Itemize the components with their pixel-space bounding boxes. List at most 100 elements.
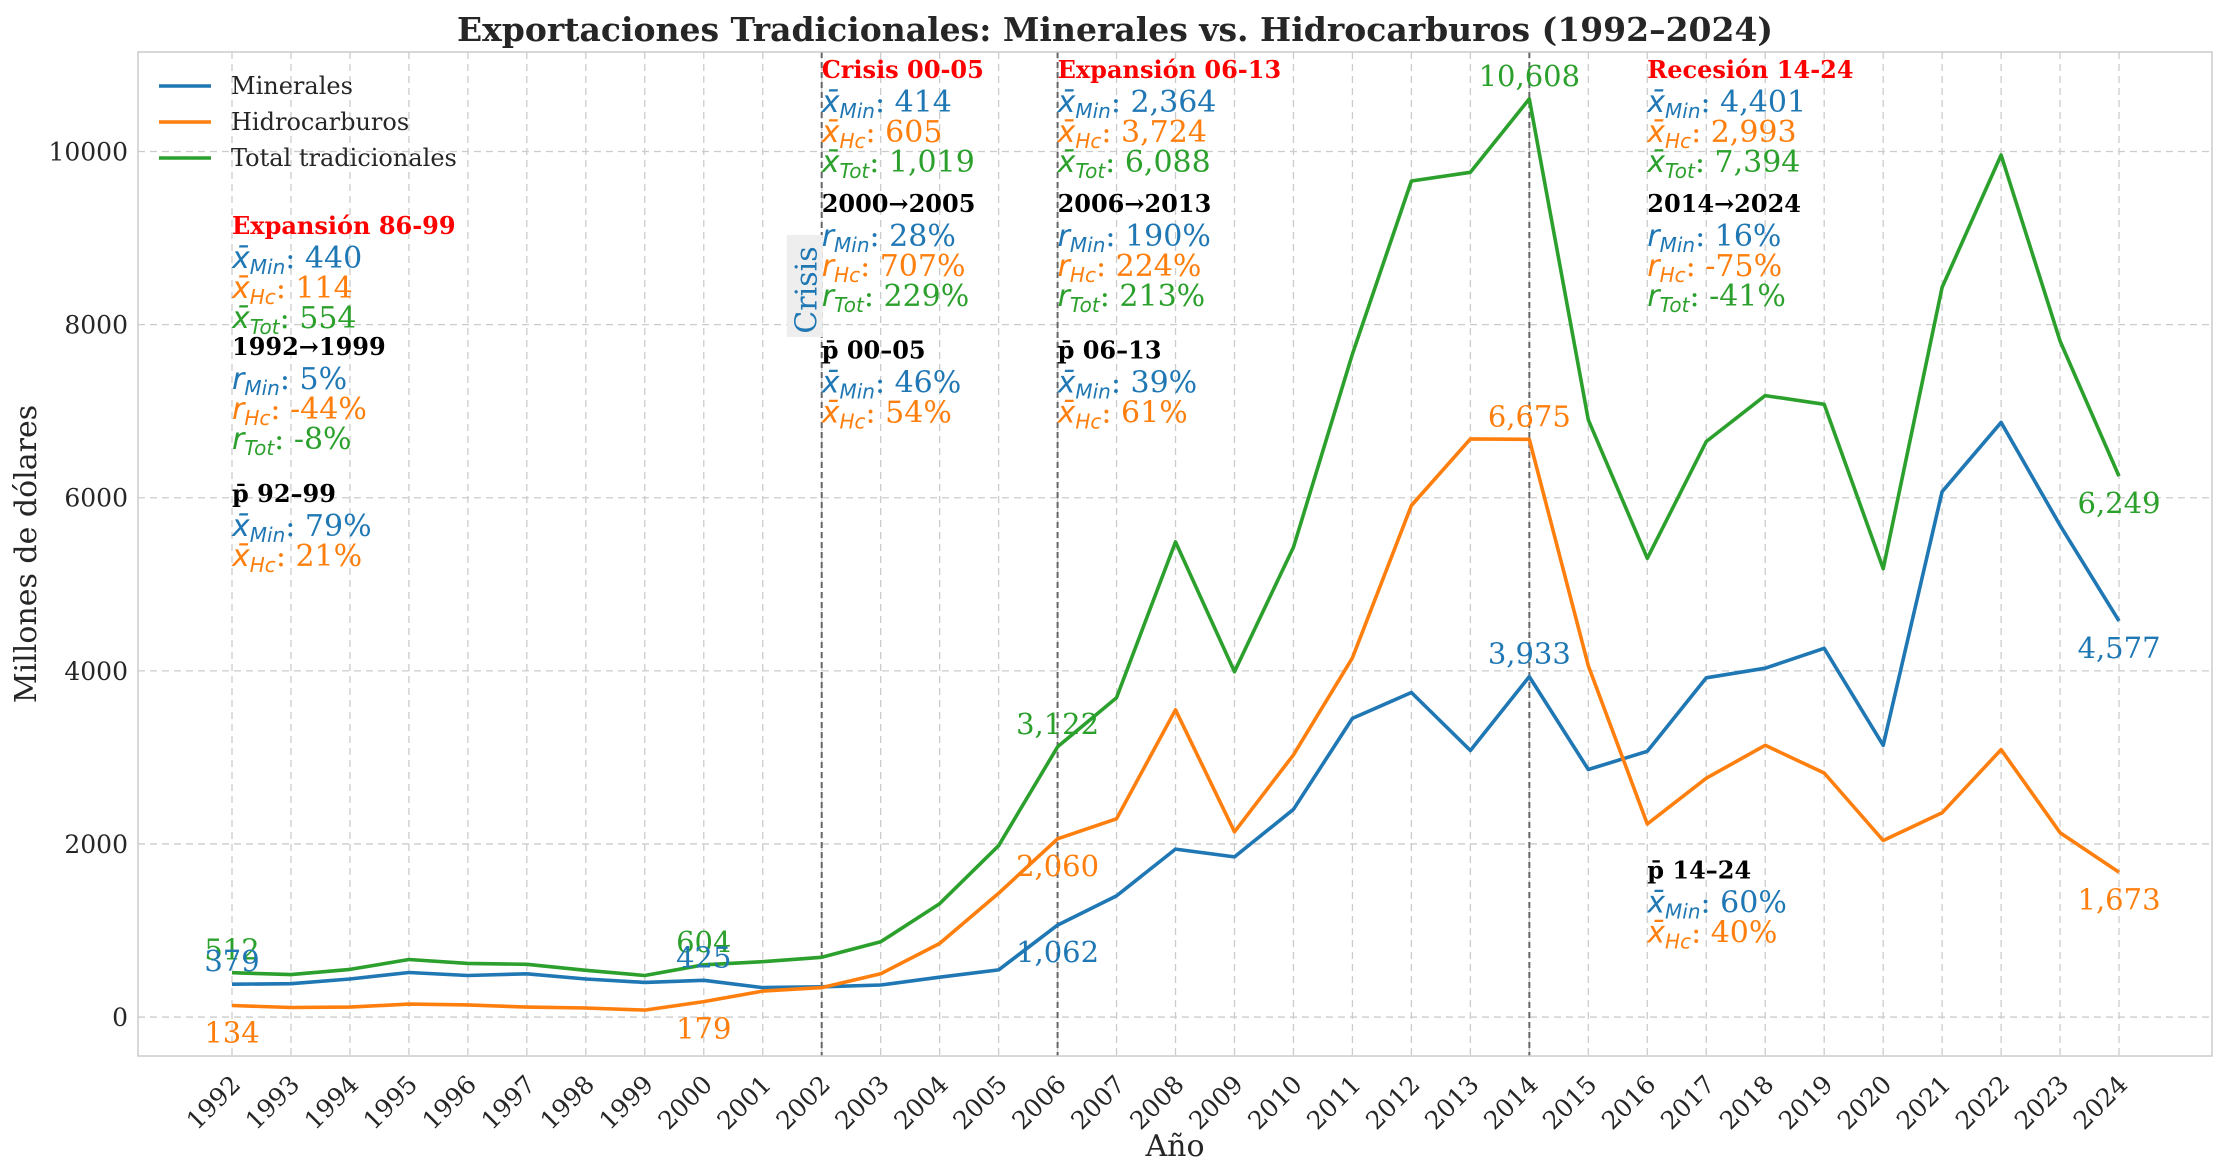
y-tick-label: 6000: [64, 484, 128, 513]
period-mean-stat: x̄Tot: 554: [231, 301, 357, 339]
legend-entry: Total tradicionales: [231, 144, 457, 172]
period-growth-stat: rTot: 213%: [1058, 279, 1206, 317]
plot-frame: [137, 51, 2213, 1057]
x-axis-ticks: 1992199319941995199619971998199920002001…: [181, 1070, 2134, 1135]
period-growth-stat: rTot: 229%: [822, 279, 970, 317]
period-share-stat: x̄Hc: 54%: [821, 395, 952, 433]
period-share-stat: x̄Min: 39%: [1057, 365, 1198, 403]
x-tick-label: 2011: [1301, 1070, 1366, 1135]
x-tick-label: 2009: [1183, 1070, 1248, 1135]
y-tick-label: 8000: [64, 311, 128, 340]
period-mean-heading: Expansión 06-13: [1058, 55, 1282, 84]
period-mean-stat: x̄Hc: 114: [231, 271, 353, 309]
period-mean-stat: x̄Tot: 6,088: [1057, 145, 1211, 183]
x-tick-label: 2004: [888, 1070, 953, 1135]
period-mean-heading: Crisis 00-05: [822, 55, 984, 84]
y-axis-label: Millones de dólares: [9, 405, 44, 703]
data-label: 3,122: [1016, 707, 1099, 741]
period-growth-stat: rHc: -75%: [1647, 249, 1782, 287]
period-growth-stat: rMin: 190%: [1058, 219, 1211, 257]
x-tick-label: 2012: [1360, 1070, 1425, 1135]
x-tick-label: 1994: [299, 1070, 364, 1135]
period-growth-heading: 1992→1999: [232, 332, 386, 361]
period-mean-stat: x̄Min: 414: [821, 85, 952, 123]
period-share-heading: p̄ 92–99: [232, 479, 336, 508]
period-mean-stat: x̄Tot: 1,019: [821, 145, 975, 183]
x-tick-label: 1992: [181, 1070, 246, 1135]
x-tick-label: 1996: [417, 1070, 482, 1135]
x-tick-label: 2021: [1891, 1070, 1956, 1135]
data-label: 134: [204, 1015, 259, 1049]
x-tick-label: 2015: [1537, 1070, 1602, 1135]
period-share-stat: x̄Min: 79%: [231, 509, 372, 547]
data-label: 179: [676, 1012, 731, 1046]
period-share-heading: p̄ 00–05: [822, 335, 926, 364]
x-tick-label: 2010: [1242, 1070, 1307, 1135]
x-tick-label: 2005: [947, 1070, 1012, 1135]
legend-entry: Hidrocarburos: [231, 108, 409, 136]
period-share-stat: x̄Hc: 21%: [231, 539, 362, 577]
legend: Minerales Hidrocarburos Total tradicionale…: [159, 72, 457, 172]
crisis-side-label-bg: [786, 235, 823, 337]
chart-title: Exportaciones Tradicionales: Minerales v…: [457, 10, 1773, 49]
x-tick-label: 2013: [1419, 1070, 1484, 1135]
period-mean-stat: x̄Min: 440: [231, 241, 362, 279]
grid: [138, 52, 2212, 1056]
period-growth-heading: 2000→2005: [822, 189, 976, 218]
period-mean-heading: Expansión 86-99: [232, 211, 456, 240]
y-tick-label: 10000: [48, 138, 128, 167]
data-label: 1,673: [2078, 882, 2161, 916]
period-growth-heading: 2006→2013: [1058, 189, 1212, 218]
x-tick-label: 2000: [653, 1070, 718, 1135]
period-mean-stat: x̄Hc: 3,724: [1057, 115, 1207, 153]
period-growth-stat: rHc: 224%: [1058, 249, 1202, 287]
data-label: 10,608: [1479, 59, 1580, 93]
period-share-heading: p̄ 06–13: [1058, 335, 1162, 364]
period-share-stat: x̄Min: 60%: [1646, 886, 1787, 924]
period-growth-stat: rHc: 707%: [822, 249, 966, 287]
period-growth-stat: rTot: -8%: [232, 422, 352, 460]
x-tick-label: 1998: [535, 1070, 600, 1135]
data-label: 6,675: [1488, 399, 1571, 433]
period-mean-stat: x̄Hc: 605: [821, 115, 943, 153]
period-mean-stat: x̄Hc: 2,993: [1646, 115, 1796, 153]
x-tick-label: 2002: [770, 1070, 835, 1135]
x-tick-label: 2019: [1773, 1070, 1838, 1135]
period-growth-stat: rMin: 5%: [232, 362, 347, 400]
x-tick-label: 2020: [1832, 1070, 1897, 1135]
period-growth-heading: 2014→2024: [1647, 189, 1801, 218]
x-tick-label: 1993: [240, 1070, 305, 1135]
x-tick-label: 2007: [1065, 1070, 1130, 1135]
data-label: 379: [204, 944, 259, 978]
period-mean-heading: Recesión 14-24: [1647, 55, 1853, 84]
y-tick-label: 4000: [64, 657, 128, 686]
data-label: 6,249: [2078, 486, 2161, 520]
period-share-heading: p̄ 14–24: [1647, 856, 1751, 885]
data-label: 604: [676, 925, 731, 959]
crisis-side-label: Crisis: [786, 235, 825, 337]
y-axis-ticks: 0 2000 4000 6000 8000 10000: [48, 138, 128, 1033]
x-tick-label: 1997: [476, 1070, 541, 1135]
period-growth-stat: rMin: 28%: [822, 219, 956, 257]
period-growth-stat: rHc: -44%: [232, 392, 367, 430]
data-label: 2,060: [1016, 849, 1099, 883]
x-tick-label: 2008: [1124, 1070, 1189, 1135]
period-mean-stat: x̄Min: 4,401: [1646, 85, 1806, 123]
data-label: 4,577: [2078, 631, 2161, 665]
data-label: 1,062: [1016, 935, 1099, 969]
plot-background: [138, 52, 2212, 1056]
period-mean-stat: x̄Tot: 7,394: [1646, 145, 1800, 183]
period-dividers: [820, 52, 1531, 1056]
x-tick-label: 2001: [711, 1070, 776, 1135]
period-growth-stat: rTot: -41%: [1647, 279, 1786, 317]
x-tick-label: 2003: [829, 1070, 894, 1135]
y-tick-label: 2000: [64, 830, 128, 859]
x-tick-label: 2017: [1655, 1070, 1720, 1135]
x-tick-label: 1995: [358, 1070, 423, 1135]
series-lines: [231, 97, 2121, 1012]
x-tick-label: 2016: [1596, 1070, 1661, 1135]
period-growth-stat: rMin: 16%: [1647, 219, 1781, 257]
